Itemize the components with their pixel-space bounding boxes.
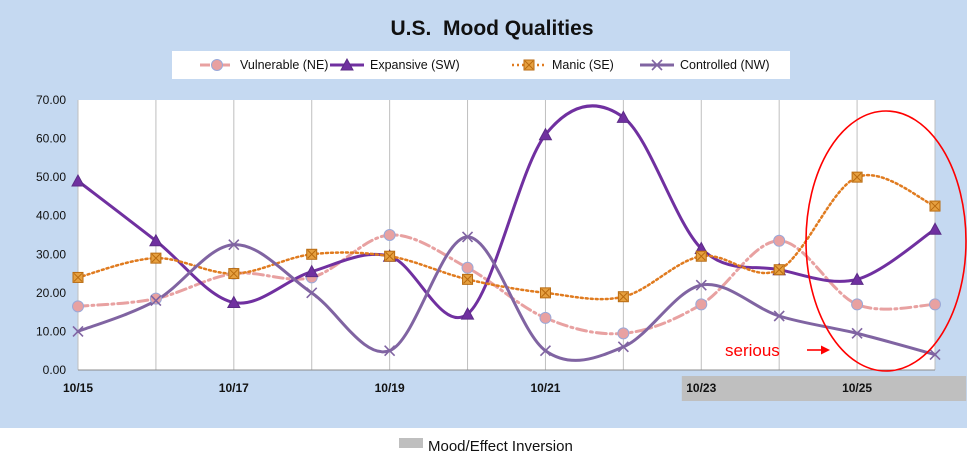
x-tick-label: 10/25 — [842, 381, 872, 395]
x-tick-label: 10/23 — [686, 381, 716, 395]
y-tick-label: 50.00 — [36, 170, 66, 184]
bottom-legend: Mood/Effect Inversion — [399, 438, 573, 455]
manic-marker-cross — [73, 273, 83, 282]
expansive-marker — [538, 127, 553, 141]
controlled-marker — [617, 341, 629, 353]
expansive-marker — [616, 110, 631, 123]
expansive-marker — [850, 272, 864, 285]
expansive-marker — [149, 233, 163, 247]
manic-marker-cross — [774, 265, 784, 275]
controlled-marker — [651, 59, 663, 71]
controlled-marker — [384, 345, 396, 357]
vulnerable-marker — [773, 234, 786, 247]
manic-marker-cross — [229, 269, 239, 278]
controlled-marker — [773, 310, 785, 322]
controlled-legend-label: Controlled (NW) — [680, 58, 770, 72]
manic-marker-cross — [524, 60, 534, 70]
controlled-marker — [72, 325, 84, 337]
chart-title: U.S. Mood Qualities — [390, 17, 593, 40]
manic-marker-cross — [696, 251, 706, 261]
manic-marker-cross — [307, 249, 317, 259]
controlled-marker — [695, 279, 707, 291]
x-tick-label: 10/21 — [530, 381, 560, 395]
vulnerable-marker — [929, 298, 941, 311]
bottom-legend-label: Mood/Effect Inversion — [428, 438, 573, 455]
vulnerable-marker — [617, 327, 630, 340]
vulnerable-legend-label: Vulnerable (NE) — [240, 58, 328, 72]
y-tick-label: 40.00 — [36, 209, 66, 223]
inversion-shaded-band — [681, 376, 967, 401]
annotation-arrow-head — [821, 345, 830, 355]
expansive-marker — [460, 307, 475, 320]
legend-box — [172, 51, 790, 79]
y-tick-label: 60.00 — [36, 132, 66, 146]
expansive-marker — [928, 222, 942, 235]
manic-marker-cross — [541, 288, 550, 298]
controlled-marker — [461, 231, 474, 243]
manic-legend-label: Manic (SE) — [552, 58, 614, 72]
annotation-serious-label: serious — [725, 341, 780, 360]
controlled-marker — [539, 345, 552, 357]
expansive-marker — [71, 173, 85, 187]
y-tick-label: 10.00 — [36, 324, 66, 338]
vulnerable-marker — [211, 59, 223, 71]
bottom-band — [0, 428, 967, 466]
vulnerable-marker — [149, 292, 162, 305]
manic-marker-cross — [463, 275, 472, 284]
vulnerable-marker — [695, 298, 708, 311]
vulnerable-marker — [851, 298, 864, 311]
y-tick-label: 70.00 — [36, 93, 66, 107]
manic-marker-cross — [151, 253, 161, 263]
x-tick-label: 10/19 — [375, 381, 405, 395]
x-tick-label: 10/17 — [219, 381, 249, 395]
controlled-marker — [851, 327, 863, 339]
expansive-legend-label: Expansive (SW) — [370, 58, 460, 72]
vulnerable-marker — [383, 229, 396, 241]
y-tick-label: 20.00 — [36, 286, 66, 300]
controlled-marker — [929, 349, 941, 361]
x-tick-label: 10/15 — [63, 381, 93, 395]
expansive-marker — [226, 295, 241, 308]
y-tick-label: 30.00 — [36, 247, 66, 261]
manic-marker-cross — [619, 292, 628, 302]
manic-series-line — [76, 173, 937, 301]
manic-marker-cross — [385, 251, 394, 261]
expansive-marker — [304, 264, 319, 278]
plot-area — [78, 100, 935, 370]
controlled-marker — [228, 239, 240, 251]
highlight-circle — [805, 110, 967, 372]
manic-marker-cross — [852, 172, 862, 182]
expansive-marker — [340, 57, 354, 71]
vulnerable-marker — [539, 311, 552, 324]
vulnerable-marker — [72, 300, 84, 313]
y-tick-label: 0.00 — [43, 363, 67, 377]
vulnerable-marker — [461, 261, 474, 274]
controlled-marker — [150, 295, 162, 307]
bottom-legend-swatch — [399, 438, 423, 448]
manic-marker-cross — [930, 201, 940, 211]
controlled-marker — [306, 287, 318, 299]
